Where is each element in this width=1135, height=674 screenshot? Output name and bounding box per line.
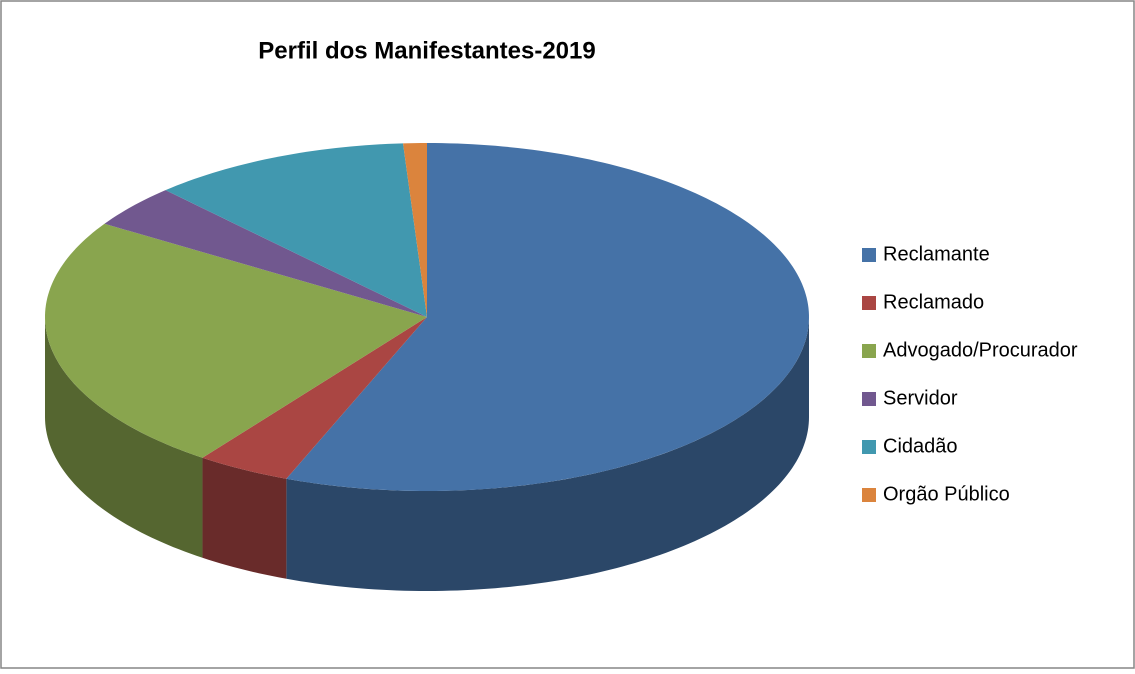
pie-slice (165, 143, 428, 317)
legend-label: Orgão Público (883, 483, 1010, 505)
pie-tops (45, 143, 809, 491)
legend-label: Advogado/Procurador (883, 339, 1078, 361)
pie-slice (286, 143, 809, 491)
legend: Reclamante Reclamado Advogado/Procurador Se… (862, 243, 1078, 505)
pie-slice-side (45, 317, 203, 558)
pie-slice (202, 317, 427, 479)
pie-slice-side (286, 317, 809, 591)
pie-sides (45, 317, 809, 591)
pie-slice (104, 190, 427, 317)
legend-label: Reclamante (883, 243, 990, 265)
legend-label: Reclamado (883, 291, 984, 313)
legend-swatch (862, 440, 876, 454)
legend-swatch (862, 296, 876, 310)
legend-label: Servidor (883, 387, 958, 409)
legend-swatch (862, 488, 876, 502)
legend-swatch (862, 344, 876, 358)
pie-slice (403, 143, 427, 317)
pie-slice-side (202, 457, 287, 579)
chart-title: Perfil dos Manifestantes-2019 (258, 37, 595, 64)
legend-label: Cidadão (883, 435, 958, 457)
legend-swatch (862, 392, 876, 406)
pie-slice (45, 223, 427, 458)
legend-swatch (862, 248, 876, 262)
